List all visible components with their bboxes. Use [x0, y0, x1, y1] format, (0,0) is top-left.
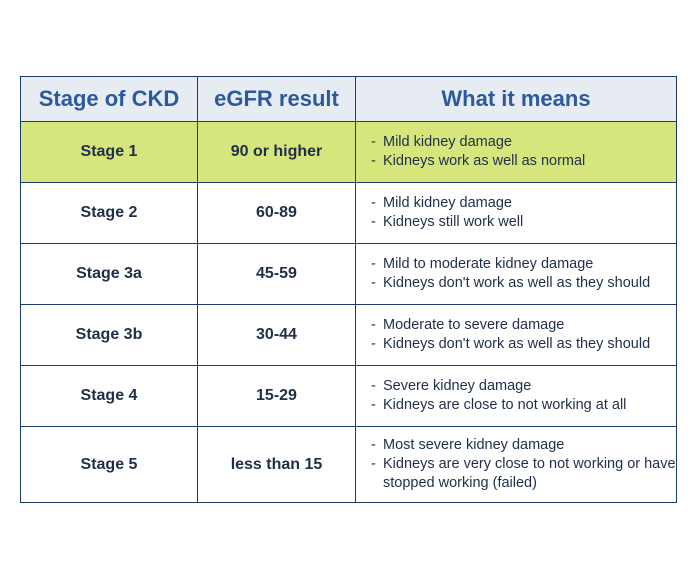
meaning-item: - Kidneys work as well as normal [371, 152, 676, 171]
table-row: Stage 3a 45-59 - Mild to moderate kidney … [20, 243, 677, 305]
dash-bullet: - [371, 153, 376, 169]
header-egfr-result: eGFR result [197, 76, 356, 122]
egfr-cell: 15-29 [197, 365, 356, 427]
dash-bullet: - [371, 256, 376, 272]
meaning-text: Moderate to severe damage [383, 317, 565, 333]
meaning-item: - Kidneys don't work as well as they shou… [371, 335, 676, 354]
stage-cell: Stage 3b [20, 304, 198, 366]
egfr-cell: 30-44 [197, 304, 356, 366]
dash-bullet: - [371, 275, 376, 291]
egfr-cell: 90 or higher [197, 121, 356, 183]
meaning-text: Kidneys still work well [383, 214, 524, 230]
table-header-row: Stage of CKD eGFR result What it means [20, 76, 677, 122]
dash-bullet: - [371, 397, 376, 413]
meaning-item: - Kidneys still work well [371, 213, 676, 232]
table-row: Stage 5 less than 15 - Most severe kidney… [20, 426, 677, 503]
meaning-item: - Moderate to severe damage [371, 316, 676, 335]
meaning-cell: - Most severe kidney damage - Kidneys are … [355, 426, 677, 503]
meaning-text: Kidneys don't work as well as they shoul… [383, 336, 651, 352]
stage-cell: Stage 3a [20, 243, 198, 305]
dash-bullet: - [371, 214, 376, 230]
stage-cell: Stage 2 [20, 182, 198, 244]
dash-bullet: - [371, 134, 376, 150]
meaning-text: Severe kidney damage [383, 378, 532, 394]
meaning-item: - Kidneys don't work as well as they shou… [371, 274, 676, 293]
meaning-text: Mild to moderate kidney damage [383, 256, 594, 272]
header-what-it-means: What it means [355, 76, 677, 122]
meaning-text: Mild kidney damage [383, 134, 512, 150]
meaning-cell: - Severe kidney damage - Kidneys are close… [355, 365, 677, 427]
meaning-item: - Mild to moderate kidney damage [371, 255, 676, 274]
meaning-item: - Most severe kidney damage [371, 436, 676, 455]
dash-bullet: - [371, 456, 376, 472]
table-row: Stage 3b 30-44 - Moderate to severe damag… [20, 304, 677, 366]
meaning-cell: - Mild to moderate kidney damage - Kidneys… [355, 243, 677, 305]
egfr-cell: 45-59 [197, 243, 356, 305]
table-row: Stage 4 15-29 - Severe kidney damage - Kid… [20, 365, 677, 427]
meaning-item: - Kidneys are close to not working at all [371, 396, 676, 415]
meaning-cell: - Mild kidney damage - Kidneys work as wel… [355, 121, 677, 183]
meaning-text: Kidneys work as well as normal [383, 153, 586, 169]
ckd-stages-table: Stage of CKD eGFR result What it means S… [20, 76, 677, 503]
dash-bullet: - [371, 437, 376, 453]
meaning-text: Kidneys are very close to not working or… [383, 456, 676, 491]
meaning-text: Most severe kidney damage [383, 437, 565, 453]
meaning-item: - Mild kidney damage [371, 194, 676, 213]
egfr-cell: less than 15 [197, 426, 356, 503]
meaning-text: Kidneys don't work as well as they shoul… [383, 275, 651, 291]
egfr-cell: 60-89 [197, 182, 356, 244]
header-stage-of-ckd: Stage of CKD [20, 76, 198, 122]
dash-bullet: - [371, 195, 376, 211]
dash-bullet: - [371, 378, 376, 394]
dash-bullet: - [371, 317, 376, 333]
stage-cell: Stage 5 [20, 426, 198, 503]
dash-bullet: - [371, 336, 376, 352]
meaning-item: - Mild kidney damage [371, 133, 676, 152]
table-row: Stage 2 60-89 - Mild kidney damage - Kidne… [20, 182, 677, 244]
meaning-item: - Kidneys are very close to not working o… [371, 455, 676, 493]
stage-cell: Stage 1 [20, 121, 198, 183]
meaning-cell: - Moderate to severe damage - Kidneys don'… [355, 304, 677, 366]
meaning-item: - Severe kidney damage [371, 377, 676, 396]
stage-cell: Stage 4 [20, 365, 198, 427]
meaning-text: Kidneys are close to not working at all [383, 397, 627, 413]
meaning-text: Mild kidney damage [383, 195, 512, 211]
meaning-cell: - Mild kidney damage - Kidneys still work … [355, 182, 677, 244]
table-row: Stage 1 90 or higher - Mild kidney damage… [20, 121, 677, 183]
